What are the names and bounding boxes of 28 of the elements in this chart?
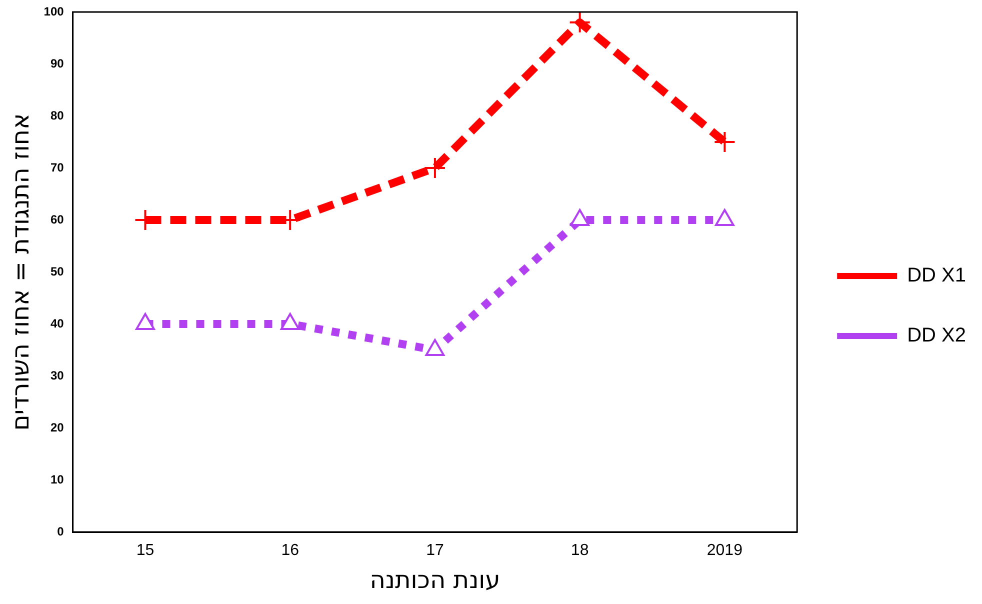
legend-label: DD X2 [907, 324, 966, 347]
point [136, 313, 155, 330]
y-tick-label: 90 [50, 56, 64, 70]
y-tick-label: 10 [50, 472, 64, 486]
x-tick-label: 17 [426, 542, 444, 560]
x-tick-label: 2019 [706, 542, 743, 560]
point [714, 131, 736, 153]
y-tick-label: 80 [50, 108, 64, 122]
point [568, 12, 591, 34]
y-tick-label: 100 [44, 4, 64, 18]
y-tick-label: 70 [50, 160, 64, 174]
legend-label: DD X1 [907, 264, 966, 287]
y-tick-label: 50 [50, 264, 64, 278]
y-tick-label: 60 [50, 212, 64, 226]
point [570, 209, 590, 226]
point [715, 209, 734, 226]
y-axis-title: אחוז התנגודת = אחוז השורדים [6, 113, 35, 431]
y-tick-label: 20 [50, 420, 64, 434]
point [424, 157, 446, 179]
point [425, 339, 445, 356]
y-tick-label: 40 [50, 316, 64, 330]
y-tick-label: 0 [57, 524, 64, 538]
x-axis-title: עונת הכותנה [370, 566, 500, 594]
point [280, 313, 300, 330]
x-tick-label: 16 [281, 542, 300, 560]
x-tick-label: 18 [570, 542, 589, 560]
x-tick-label: 15 [136, 542, 154, 560]
y-tick-label: 30 [50, 368, 64, 382]
